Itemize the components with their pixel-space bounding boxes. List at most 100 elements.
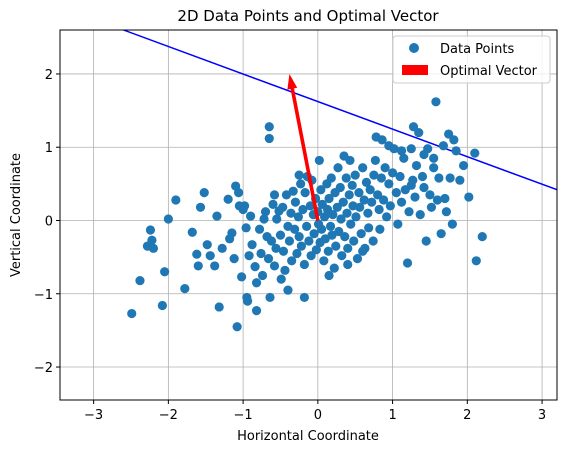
data-point <box>332 202 342 212</box>
data-point <box>199 188 209 198</box>
data-point <box>268 199 278 209</box>
data-point <box>434 173 444 183</box>
data-point <box>244 251 254 261</box>
data-point <box>379 195 389 205</box>
data-point <box>135 275 145 286</box>
y-axis-ticks: −2 −1 0 1 2 <box>34 68 60 376</box>
data-point <box>440 193 450 204</box>
data-point <box>288 186 298 196</box>
data-point <box>275 230 286 240</box>
data-point <box>269 261 280 271</box>
data-point <box>147 235 157 245</box>
data-point <box>352 253 363 264</box>
data-point <box>464 192 474 202</box>
data-point <box>314 155 324 166</box>
data-point <box>477 232 487 242</box>
x-tick-label: −2 <box>159 408 178 423</box>
data-point <box>384 141 394 151</box>
data-point <box>447 219 457 229</box>
data-point <box>256 248 266 259</box>
data-point <box>266 236 277 246</box>
data-point <box>359 195 369 205</box>
data-point <box>369 170 379 180</box>
data-point <box>329 263 339 273</box>
data-point <box>396 146 407 156</box>
data-point <box>290 197 301 207</box>
data-point <box>387 168 398 178</box>
data-point <box>205 251 215 261</box>
data-point <box>193 261 203 271</box>
data-point <box>441 207 451 217</box>
data-point <box>425 190 435 200</box>
data-point <box>234 188 244 198</box>
data-point <box>278 246 289 256</box>
data-point <box>294 170 304 180</box>
data-point <box>264 133 274 144</box>
data-point <box>395 171 405 182</box>
data-point <box>300 188 310 198</box>
legend-frame <box>392 35 551 84</box>
data-point <box>436 229 446 239</box>
data-point <box>180 284 190 294</box>
data-point <box>384 179 394 189</box>
data-point <box>316 185 326 195</box>
data-point <box>341 173 351 183</box>
data-point <box>247 240 257 250</box>
data-point <box>415 210 425 220</box>
data-point <box>263 253 274 264</box>
data-point <box>365 185 375 195</box>
data-point <box>296 179 306 189</box>
legend-marker-data-points <box>409 43 419 53</box>
data-point <box>438 141 448 151</box>
data-point <box>290 224 300 234</box>
data-point <box>340 232 350 242</box>
data-point <box>449 135 459 145</box>
data-point <box>426 202 437 212</box>
data-point <box>251 278 262 288</box>
data-point <box>324 270 334 281</box>
data-point <box>451 146 461 156</box>
data-point <box>382 212 392 222</box>
data-point <box>380 163 390 173</box>
data-point <box>234 201 244 211</box>
data-point <box>385 201 395 211</box>
y-tick-label: −2 <box>34 361 53 376</box>
data-point <box>368 236 378 246</box>
y-tick-label: −1 <box>34 288 53 303</box>
plot-frame <box>59 29 558 401</box>
data-point <box>319 256 329 266</box>
data-point <box>358 246 368 256</box>
data-point <box>367 197 377 207</box>
data-point <box>286 208 296 218</box>
data-point <box>212 211 222 221</box>
data-point <box>217 243 227 253</box>
y-axis-label: Vertical Coordinate <box>9 153 24 277</box>
data-point <box>410 192 420 202</box>
data-point <box>444 129 454 139</box>
data-point <box>232 322 242 332</box>
x-tick-label: 2 <box>463 408 471 423</box>
y-tick-label: 0 <box>45 214 53 229</box>
data-point <box>320 234 330 244</box>
data-point <box>337 251 347 261</box>
data-point <box>363 208 373 218</box>
data-point <box>406 180 416 190</box>
data-point <box>309 229 319 239</box>
x-tick-label: 1 <box>388 408 396 423</box>
data-point <box>432 195 443 205</box>
x-tick-label: −1 <box>234 408 253 423</box>
data-point <box>299 259 309 270</box>
data-point <box>404 207 414 217</box>
data-point <box>429 153 439 163</box>
legend: Data Points Optimal Vector <box>392 35 551 84</box>
data-point <box>271 243 281 253</box>
data-point <box>335 182 345 193</box>
data-point <box>250 262 260 272</box>
data-point <box>299 292 309 303</box>
data-point <box>157 300 167 311</box>
data-point <box>445 173 455 183</box>
data-point <box>458 160 469 171</box>
data-point <box>292 248 302 259</box>
data-point <box>160 267 170 277</box>
data-point <box>358 163 368 173</box>
